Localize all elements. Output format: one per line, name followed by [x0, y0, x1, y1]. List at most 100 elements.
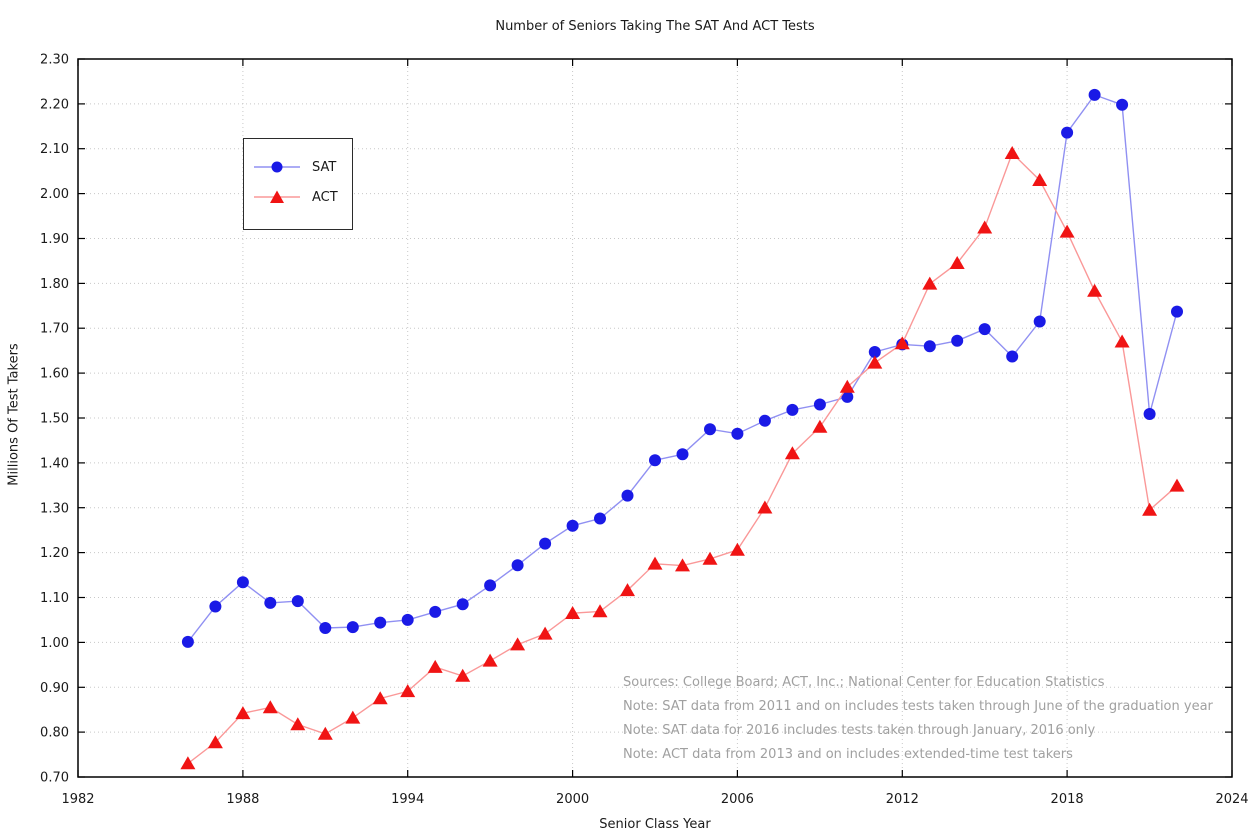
- sat-point: [704, 423, 716, 436]
- sat-point: [841, 390, 854, 403]
- sat-point: [291, 595, 304, 608]
- note-line-sat-2016: Note: SAT data for 2016 includes tests t…: [623, 723, 1096, 738]
- y-tick-label: 1.00: [40, 636, 69, 651]
- act-point: [455, 668, 471, 682]
- act-point: [839, 379, 855, 393]
- act-point: [1169, 478, 1185, 492]
- act-point: [729, 542, 745, 556]
- x-tick-label: 2000: [556, 792, 589, 807]
- sat-point: [923, 340, 936, 353]
- sat-point: [786, 403, 799, 416]
- sat-point: [401, 613, 414, 626]
- act-point: [510, 637, 526, 651]
- y-tick-label: 2.20: [40, 97, 69, 112]
- sat-point: [429, 605, 442, 618]
- act-series: [180, 146, 1185, 770]
- sat-point: [594, 512, 606, 525]
- x-tick-label: 2018: [1051, 792, 1084, 807]
- sat-point: [868, 346, 881, 358]
- act-point: [867, 355, 883, 369]
- sat-markers: [181, 88, 1183, 648]
- sat-point: [181, 635, 194, 648]
- y-tick-label: 2.00: [40, 187, 69, 202]
- act-point: [592, 604, 608, 618]
- act-point: [345, 710, 361, 724]
- sat-point: [951, 334, 964, 347]
- y-tick-label: 1.30: [40, 501, 69, 516]
- act-point: [620, 583, 635, 597]
- y-tick-label: 1.60: [40, 367, 69, 382]
- source-notes: Sources: College Board; ACT, Inc.; Natio…: [623, 671, 1213, 767]
- sat-point: [236, 576, 249, 589]
- sat-point: [539, 537, 552, 550]
- sat-point: [346, 621, 359, 634]
- sat-point: [649, 454, 661, 467]
- sat-point: [374, 616, 387, 629]
- act-point: [317, 726, 333, 740]
- x-tick-label: 2012: [886, 792, 919, 807]
- act-markers: [180, 146, 1185, 770]
- sat-point: [1171, 305, 1183, 318]
- act-point: [400, 684, 416, 698]
- y-tick-label: 2.10: [40, 142, 69, 157]
- sat-point: [209, 600, 222, 613]
- note-line-sources: Sources: College Board; ACT, Inc.; Natio…: [623, 675, 1105, 690]
- y-tick-label: 1.50: [40, 412, 69, 427]
- sat-point: [566, 519, 579, 532]
- axis-ticks: [77, 58, 1233, 778]
- act-point: [235, 706, 251, 720]
- y-tick-label: 1.10: [40, 591, 69, 606]
- act-point: [812, 419, 828, 433]
- y-tick-label: 1.80: [40, 277, 69, 292]
- act-point: [537, 626, 553, 640]
- sat-point: [319, 622, 332, 634]
- sat-point: [621, 489, 634, 502]
- y-tick-label: 0.80: [40, 726, 69, 741]
- legend: SAT ACT: [243, 138, 353, 230]
- sat-point: [1033, 315, 1046, 328]
- legend-label-sat: SAT: [312, 159, 337, 175]
- sat-point: [264, 596, 277, 609]
- act-point: [427, 659, 443, 673]
- act-point: [207, 735, 223, 749]
- act-point: [647, 556, 663, 570]
- chart-title: Number of Seniors Taking The SAT And ACT…: [495, 19, 815, 34]
- legend-entry-act: ACT: [244, 182, 352, 212]
- act-point: [949, 256, 965, 269]
- act-line-sample: [254, 190, 300, 203]
- x-tick-label: 1982: [61, 792, 94, 807]
- sat-point: [1061, 126, 1074, 139]
- sat-point: [456, 598, 469, 611]
- x-tick-label: 2006: [721, 792, 754, 807]
- y-tick-label: 0.90: [40, 681, 69, 696]
- act-point: [565, 606, 581, 619]
- act-sample-triangle-marker-icon: [270, 190, 284, 203]
- sat-point: [676, 448, 689, 461]
- sat-line-sample: [254, 161, 300, 173]
- note-line-act-2013: Note: ACT data from 2013 and on includes…: [623, 747, 1073, 762]
- y-tick-label: 0.70: [40, 771, 69, 786]
- act-point: [675, 558, 690, 572]
- y-tick-label: 2.30: [40, 53, 69, 68]
- sat-point: [1143, 408, 1156, 420]
- y-tick-label: 1.90: [40, 232, 69, 247]
- y-tick-label: 1.20: [40, 546, 69, 561]
- sat-point: [731, 427, 744, 440]
- sat-point: [511, 559, 524, 572]
- act-point: [784, 446, 800, 460]
- y-tick-label: 1.70: [40, 322, 69, 337]
- y-axis-title: Millions Of Test Takers: [6, 343, 22, 486]
- legend-entry-sat: SAT: [244, 152, 352, 182]
- y-tick-label: 1.40: [40, 456, 69, 471]
- x-tick-label: 1988: [226, 792, 259, 807]
- sat-point: [1006, 350, 1019, 363]
- act-point: [180, 756, 196, 770]
- act-point: [290, 717, 306, 731]
- sat-series: [181, 88, 1183, 648]
- sat-sample-circle-marker-icon: [271, 161, 283, 173]
- act-point: [1114, 334, 1130, 348]
- act-point: [1032, 173, 1048, 186]
- legend-label-act: ACT: [312, 189, 338, 205]
- act-point: [894, 336, 910, 350]
